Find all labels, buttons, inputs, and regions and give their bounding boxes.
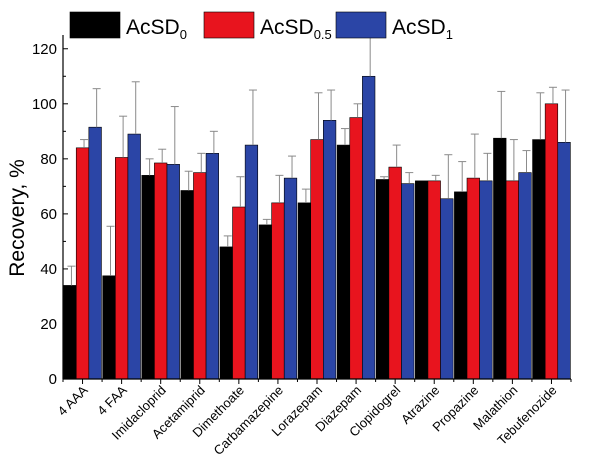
legend-series-name: AcSD — [392, 16, 446, 39]
bar — [310, 139, 324, 380]
y-tick-label: 80 — [40, 151, 57, 168]
bar — [336, 144, 351, 380]
axes-layer — [62, 35, 572, 384]
bar — [466, 177, 480, 380]
bar — [362, 75, 376, 380]
bar — [232, 206, 246, 380]
bar — [283, 177, 298, 380]
bar — [388, 166, 402, 380]
legend-swatch — [335, 11, 387, 39]
error-bars-layer — [67, 20, 570, 286]
legend-entry-label: AcSD0.5 — [260, 16, 332, 42]
bar — [493, 137, 507, 380]
bar — [454, 191, 468, 380]
bars-layer — [63, 75, 571, 380]
bar — [401, 183, 415, 380]
bar — [75, 147, 90, 380]
legend-entry-label: AcSD1 — [392, 16, 453, 42]
x-tick-label: 4 FAA — [94, 382, 130, 418]
legend-swatch — [69, 11, 121, 39]
y-tick-label: 100 — [32, 96, 57, 113]
bar — [141, 175, 155, 380]
legend-entry-label: AcSD0 — [126, 16, 187, 42]
bar — [349, 117, 363, 380]
bar — [544, 103, 559, 380]
legend: AcSD0 AcSD0.5 AcSD1 — [69, 11, 453, 42]
bar — [102, 275, 116, 380]
y-axis-title: Recovery, % — [6, 159, 29, 276]
x-tick-label: Carbamazepine — [211, 383, 287, 459]
bar — [271, 202, 285, 380]
y-tick-label: 0 — [49, 371, 57, 388]
bar — [322, 120, 337, 380]
bar — [415, 180, 429, 380]
legend-series-subscript: 0.5 — [314, 27, 332, 42]
bar — [505, 180, 519, 380]
x-tick-labels: 4 AAA 4 FAAImidaclopridAcetamipridDimetho… — [54, 382, 559, 458]
bar — [258, 224, 272, 380]
legend-series-subscript: 1 — [446, 27, 453, 42]
bar — [427, 180, 441, 380]
legend-swatch — [203, 11, 255, 39]
bar — [115, 157, 129, 380]
bar — [193, 172, 207, 380]
bar — [532, 139, 546, 380]
legend-series-name: AcSD — [126, 16, 180, 39]
y-tick-label: 120 — [32, 41, 57, 58]
bar — [479, 180, 493, 380]
bar — [375, 179, 390, 380]
bar — [297, 202, 312, 380]
bar — [154, 162, 168, 380]
legend-series-subscript: 0 — [180, 27, 187, 42]
y-tick-label: 40 — [40, 261, 57, 278]
bar — [244, 144, 259, 380]
y-tick-labels: 0 20 40 60 80 100 120 — [32, 41, 57, 388]
bar — [127, 133, 141, 380]
y-tick-label: 60 — [40, 206, 57, 223]
bar — [440, 198, 454, 380]
y-tick-label: 20 — [40, 316, 57, 333]
bar — [557, 142, 571, 380]
bar — [219, 246, 233, 380]
bar — [63, 285, 77, 380]
bar — [205, 153, 219, 380]
bar — [518, 172, 532, 380]
x-tick-label: 4 AAA — [54, 382, 90, 418]
bar — [166, 164, 180, 380]
bar — [180, 190, 194, 380]
bar — [88, 126, 102, 380]
legend-series-name: AcSD — [260, 16, 314, 39]
